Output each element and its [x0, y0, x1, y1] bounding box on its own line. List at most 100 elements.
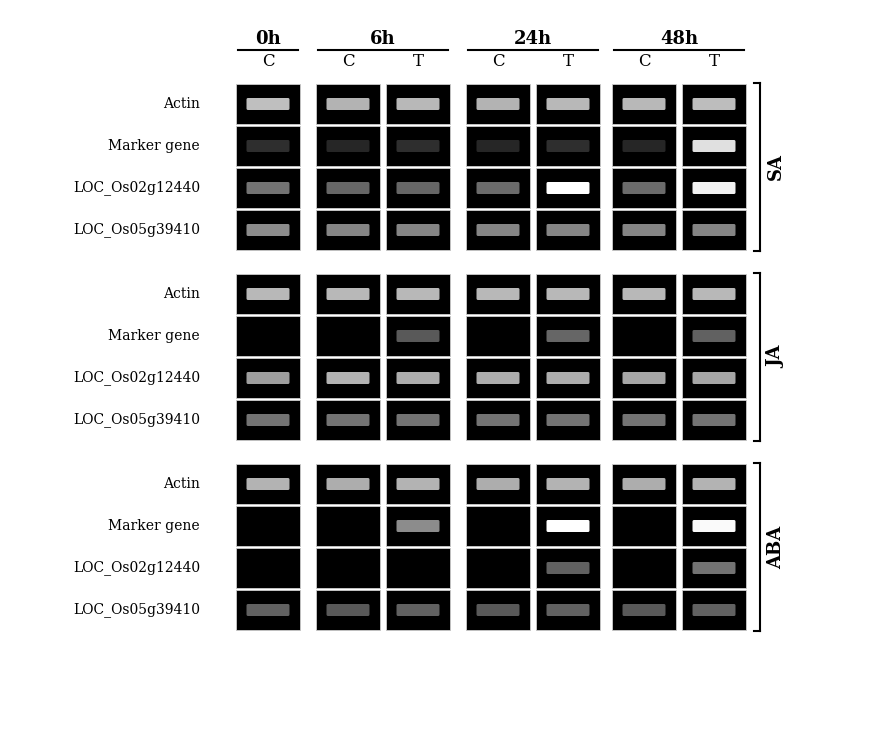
FancyBboxPatch shape: [326, 414, 369, 426]
Bar: [466, 590, 530, 630]
FancyBboxPatch shape: [246, 414, 289, 426]
Bar: [466, 358, 530, 398]
FancyBboxPatch shape: [692, 224, 735, 236]
FancyBboxPatch shape: [622, 182, 665, 194]
FancyBboxPatch shape: [326, 288, 369, 300]
Bar: [611, 464, 675, 504]
Bar: [316, 590, 380, 630]
Text: LOC_Os05g39410: LOC_Os05g39410: [73, 413, 200, 427]
FancyBboxPatch shape: [545, 520, 588, 532]
Bar: [236, 274, 300, 314]
Bar: [535, 506, 599, 546]
Bar: [466, 210, 530, 250]
Text: 24h: 24h: [513, 30, 552, 48]
Bar: [535, 358, 599, 398]
Text: C: C: [637, 53, 650, 70]
FancyBboxPatch shape: [476, 224, 519, 236]
Bar: [236, 168, 300, 208]
FancyBboxPatch shape: [396, 414, 439, 426]
FancyBboxPatch shape: [692, 520, 735, 532]
Bar: [316, 274, 380, 314]
Bar: [681, 126, 745, 166]
Bar: [535, 400, 599, 440]
Bar: [236, 84, 300, 124]
FancyBboxPatch shape: [692, 330, 735, 342]
Bar: [611, 210, 675, 250]
FancyBboxPatch shape: [476, 182, 519, 194]
FancyBboxPatch shape: [545, 330, 588, 342]
FancyBboxPatch shape: [545, 98, 588, 110]
FancyBboxPatch shape: [396, 372, 439, 384]
Bar: [681, 590, 745, 630]
Bar: [466, 316, 530, 356]
Text: C: C: [261, 53, 274, 70]
Text: Actin: Actin: [163, 477, 200, 491]
FancyBboxPatch shape: [246, 288, 289, 300]
Bar: [466, 168, 530, 208]
Text: Marker gene: Marker gene: [108, 139, 200, 153]
FancyBboxPatch shape: [396, 520, 439, 532]
FancyBboxPatch shape: [622, 414, 665, 426]
FancyBboxPatch shape: [476, 288, 519, 300]
Text: T: T: [562, 53, 573, 70]
Bar: [681, 548, 745, 588]
FancyBboxPatch shape: [476, 478, 519, 490]
FancyBboxPatch shape: [396, 604, 439, 616]
Bar: [316, 358, 380, 398]
FancyBboxPatch shape: [476, 414, 519, 426]
Bar: [681, 84, 745, 124]
Text: T: T: [708, 53, 718, 70]
Bar: [611, 548, 675, 588]
Text: Marker gene: Marker gene: [108, 329, 200, 343]
FancyBboxPatch shape: [622, 604, 665, 616]
FancyBboxPatch shape: [326, 478, 369, 490]
FancyBboxPatch shape: [545, 224, 588, 236]
Bar: [535, 590, 599, 630]
Text: Actin: Actin: [163, 97, 200, 111]
Bar: [386, 210, 450, 250]
Bar: [535, 210, 599, 250]
Bar: [316, 168, 380, 208]
Text: LOC_Os05g39410: LOC_Os05g39410: [73, 223, 200, 238]
Bar: [316, 210, 380, 250]
Bar: [535, 316, 599, 356]
Text: 6h: 6h: [370, 30, 396, 48]
FancyBboxPatch shape: [246, 182, 289, 194]
Bar: [611, 358, 675, 398]
FancyBboxPatch shape: [246, 478, 289, 490]
Bar: [535, 548, 599, 588]
Bar: [386, 168, 450, 208]
Bar: [611, 590, 675, 630]
Bar: [611, 506, 675, 546]
Text: LOC_Os02g12440: LOC_Os02g12440: [73, 181, 200, 196]
Bar: [386, 548, 450, 588]
FancyBboxPatch shape: [396, 140, 439, 152]
FancyBboxPatch shape: [545, 182, 588, 194]
Bar: [611, 126, 675, 166]
FancyBboxPatch shape: [396, 224, 439, 236]
Bar: [236, 590, 300, 630]
Bar: [236, 548, 300, 588]
Text: Marker gene: Marker gene: [108, 519, 200, 533]
Bar: [386, 126, 450, 166]
FancyBboxPatch shape: [326, 140, 369, 152]
FancyBboxPatch shape: [622, 224, 665, 236]
Bar: [316, 316, 380, 356]
FancyBboxPatch shape: [692, 478, 735, 490]
Bar: [316, 464, 380, 504]
FancyBboxPatch shape: [692, 288, 735, 300]
Bar: [535, 168, 599, 208]
FancyBboxPatch shape: [692, 414, 735, 426]
Bar: [611, 400, 675, 440]
Bar: [681, 464, 745, 504]
Bar: [611, 274, 675, 314]
Bar: [386, 316, 450, 356]
Bar: [466, 464, 530, 504]
Bar: [681, 358, 745, 398]
Bar: [611, 316, 675, 356]
FancyBboxPatch shape: [326, 372, 369, 384]
Bar: [236, 506, 300, 546]
Bar: [386, 400, 450, 440]
Text: 0h: 0h: [255, 30, 281, 48]
Bar: [236, 400, 300, 440]
